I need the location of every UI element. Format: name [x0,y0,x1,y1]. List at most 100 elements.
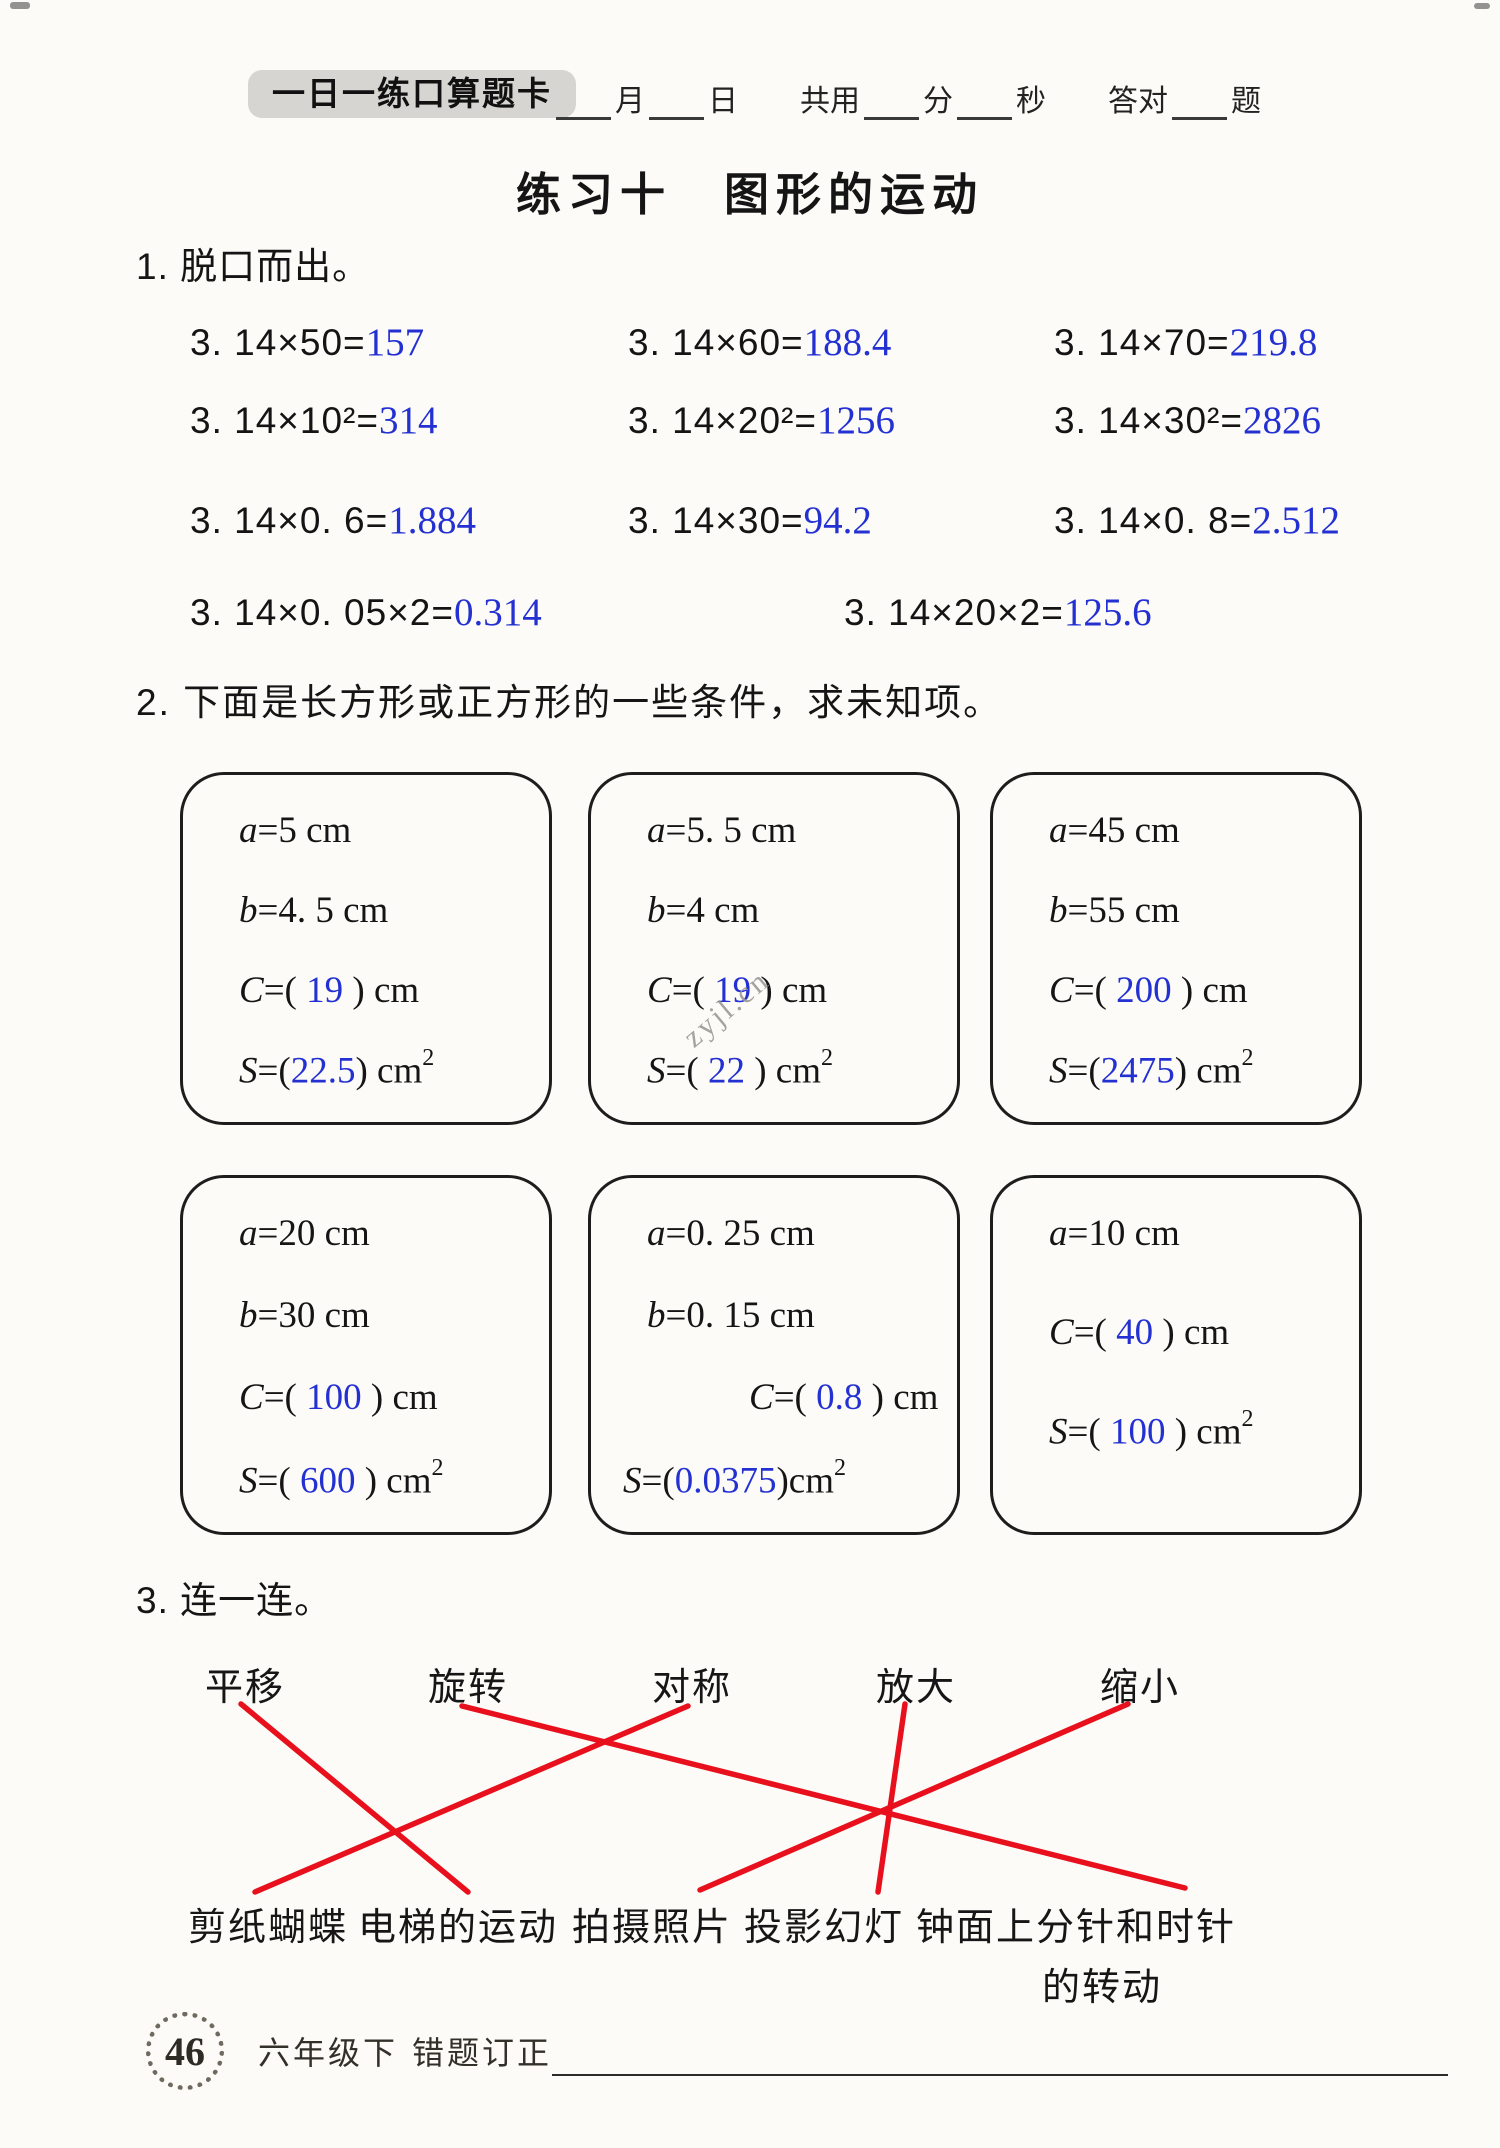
scan-artifact [10,2,30,9]
unit-text: ) cm [1174,1050,1242,1091]
unit-text: ) cm [1165,1411,1242,1453]
variable-letter: a [1049,1213,1068,1254]
variable-letter: b [1049,889,1068,931]
match-top-word: 对称 [652,1667,733,1709]
problem-question: 3. 14×20×2= [844,592,1064,633]
square-superscript: 2 [422,1044,435,1071]
given-text: =( [665,1050,708,1091]
unit-text: ) cm [744,1050,821,1091]
problem-question: 3. 14×30= [628,500,804,541]
given-text: =( [641,1459,675,1501]
variable-letter: C [239,969,264,1011]
match-bottom-word: 电梯的运动 [358,1907,559,1949]
problem-cell: 3. 14×60=188.4 [628,320,891,365]
answer-value: 19 [714,969,752,1011]
variable-letter: a [647,810,666,851]
header-field-label: 共用 [800,85,860,118]
blank-line [957,83,1012,120]
condition-box: a=10 cm C=( 40 ) cm S=( 100 ) cm2 [990,1175,1362,1535]
answer-value: 200 [1116,969,1172,1011]
given-text: =10 cm [1067,1213,1180,1254]
problem-answer: 314 [378,399,438,442]
problem-question: 3. 14×30²= [1054,400,1243,441]
box-line: a=5. 5 cm [647,809,949,852]
match-top-word: 放大 [876,1667,957,1709]
corrections-line [552,2074,1448,2076]
condition-box: a=0. 25 cm b=0. 15 cm C=( 0.8 ) cm S=(0.037… [588,1175,960,1535]
given-text: =( [263,1377,307,1419]
section2-heading: 2. 下面是长方形或正方形的一些条件，求未知项。 [136,682,1003,723]
unit-text: ) cm [355,1050,423,1091]
problem-question: 3. 14×20²= [628,400,817,441]
square-superscript: 2 [431,1454,444,1481]
square-superscript: 2 [1241,1406,1254,1432]
variable-letter: a [1049,810,1068,851]
box-line: a=20 cm [239,1212,541,1255]
match-bottom-word: 钟面上分针和时针 [916,1907,1237,1949]
given-text: =( [773,1377,817,1419]
box-line: C=( 19 ) cm [239,969,541,1012]
corrections-label: 错题订正 [412,2035,553,2071]
problem-question: 3. 14×50= [190,322,366,363]
grade-label: 六年级下 [258,2035,399,2071]
problem-answer: 1256 [816,399,895,442]
header-field-label: 月 [615,85,645,118]
given-text: =( [257,1459,300,1501]
given-text: =( [1073,969,1117,1011]
match-bottom-word: 投影幻灯 [744,1907,905,1949]
answer-value: 0.8 [816,1377,863,1419]
match-top-word: 平移 [205,1667,286,1709]
match-bottom-word: 剪纸蝴蝶 [188,1907,349,1949]
match-line [697,1701,1131,1893]
box-line: C=( 19 ) cm [647,969,949,1012]
variable-letter: b [239,1295,258,1337]
match-line [875,1701,908,1895]
problem-cell: 3. 14×0. 05×2=0.314 [190,590,542,635]
answer-value: 40 [1116,1312,1154,1353]
problem-answer: 125.6 [1063,591,1152,634]
given-text: =( [257,1050,291,1091]
condition-box: a=45 cm b=55 cm C=( 200 ) cm S=(2475) cm2 [990,772,1362,1125]
given-text: =( [1067,1411,1110,1453]
unit-text: ) cm [751,969,828,1011]
unit-text: ) cm [1171,969,1248,1011]
box-line: b=55 cm [1049,889,1351,932]
problem-cell: 3. 14×30²=2826 [1054,398,1321,443]
section3-heading: 3. 连一连。 [136,1580,333,1621]
match-line [252,1703,691,1895]
problem-cell: 3. 14×20×2=125.6 [844,590,1152,635]
header-date-score-fields: 月 日 共用 分 秒 答对 题 [552,76,1261,120]
problem-question: 3. 14×60= [628,322,804,363]
box-line: a=5 cm [239,809,541,852]
variable-letter: b [647,1295,666,1337]
problem-cell: 3. 14×0. 6=1.884 [190,498,476,543]
condition-box: a=20 cm b=30 cm C=( 100 ) cm S=( 600 ) cm2 [180,1175,552,1535]
problem-answer: 94.2 [803,499,872,542]
header-field-label: 秒 [1016,85,1046,118]
answer-value: 600 [299,1459,356,1501]
problem-cell: 3. 14×70=219.8 [1054,320,1317,365]
box-line: b=0. 15 cm [647,1294,949,1337]
variable-letter: S [239,1459,258,1501]
box-line: S=(22.5) cm2 [239,1045,541,1092]
square-superscript: 2 [833,1454,846,1481]
box-line: C=( 100 ) cm [239,1376,541,1419]
answer-value: 0.0375 [674,1459,777,1501]
match-bottom-word: 拍摄照片 [572,1907,733,1949]
variable-letter: C [239,1377,264,1419]
variable-letter: a [239,1213,258,1254]
given-text: =5 cm [257,810,352,851]
header-field-label: 日 [708,85,738,118]
match-top-word: 缩小 [1100,1667,1181,1709]
problem-question: 3. 14×0. 6= [190,500,389,541]
box-line: S=(0.0375)cm2 [623,1455,949,1502]
box-line: a=0. 25 cm [647,1212,949,1255]
given-text: =5. 5 cm [665,810,797,851]
unit-text: )cm [776,1459,834,1501]
unit-text: ) cm [1153,1312,1230,1353]
match-line [238,1701,471,1895]
answer-value: 22 [707,1050,745,1091]
box-line: S=( 600 ) cm2 [239,1455,541,1502]
blank-line [556,83,611,120]
